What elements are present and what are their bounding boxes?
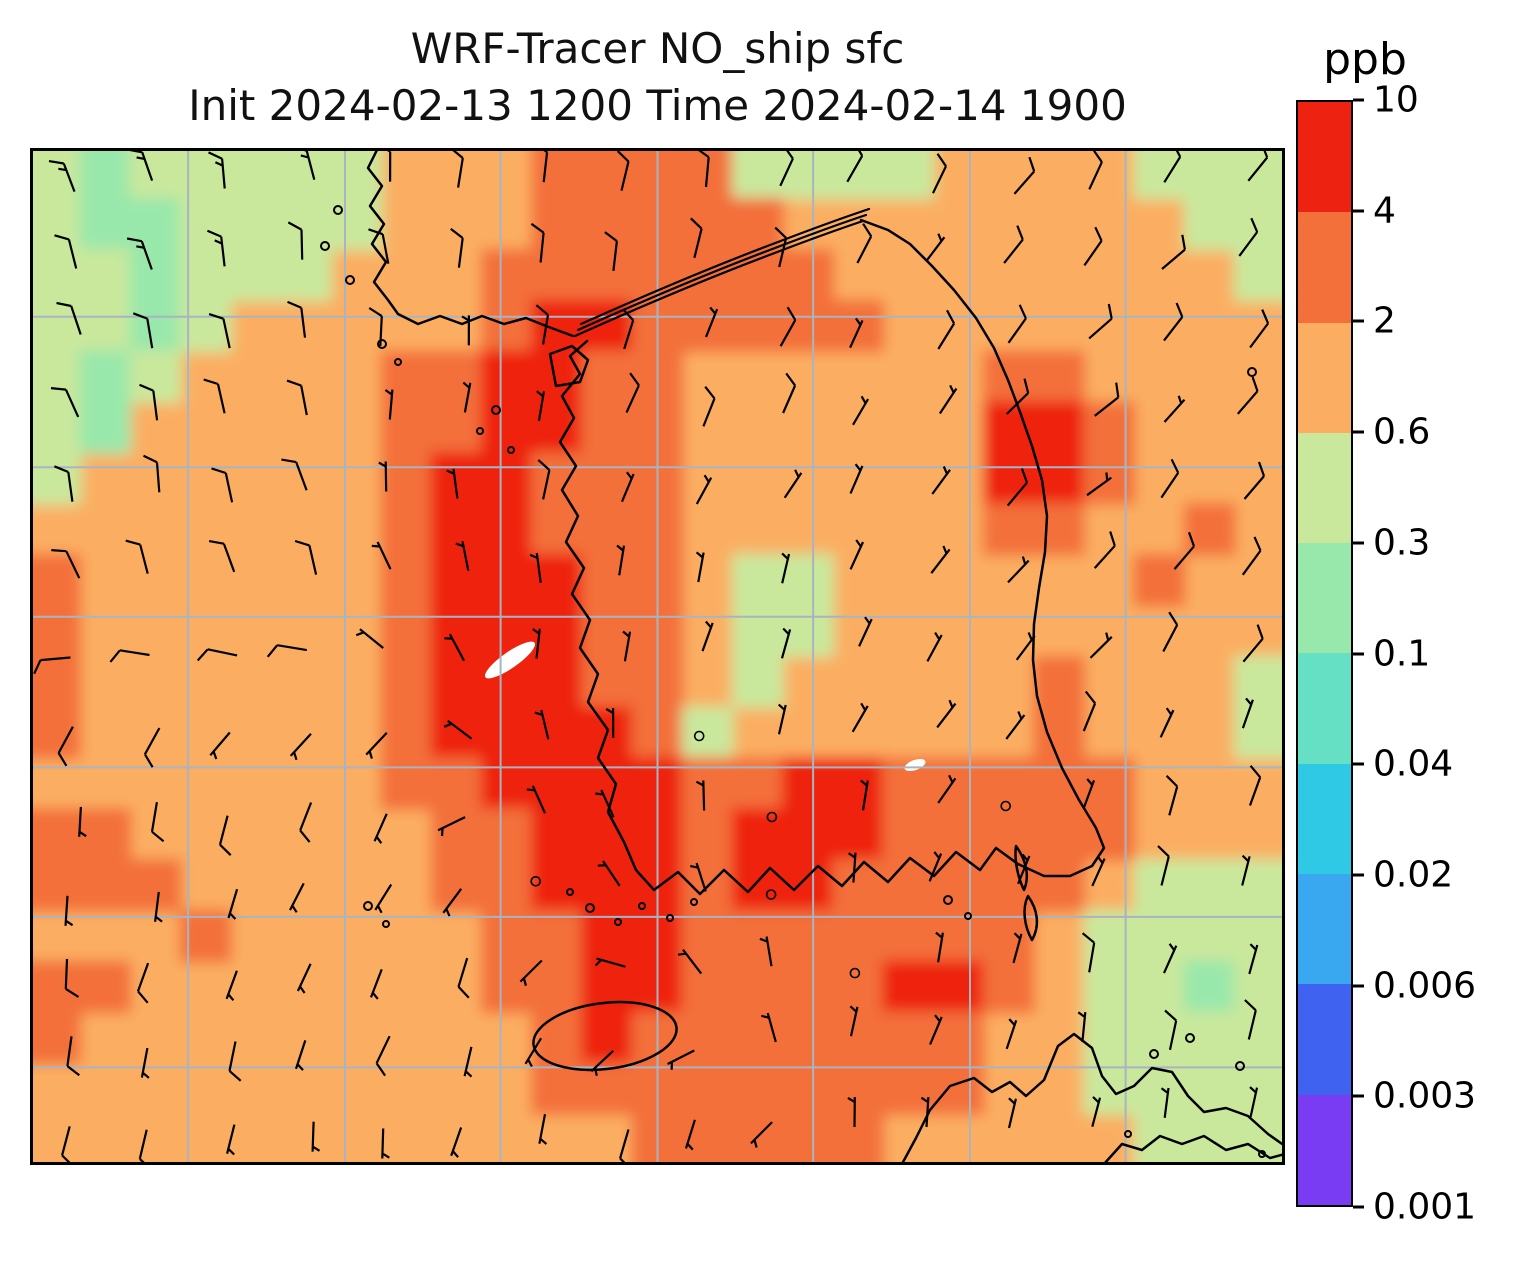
colorbar-tick-mark <box>1353 873 1364 877</box>
colorbar-tick-label: 0.001 <box>1373 1186 1477 1228</box>
colorbar-label: ppb <box>1323 34 1407 85</box>
colorbar-tick-mark <box>1353 652 1364 655</box>
colorbar-segment <box>1298 322 1351 433</box>
colorbar-tick: 0.001 <box>1353 1187 1476 1228</box>
colorbar-segment <box>1298 653 1351 764</box>
japan-coastline <box>900 1032 1285 1165</box>
map-panel <box>30 148 1285 1165</box>
figure-title: WRF-Tracer NO_ship sfc Init 2024-02-13 1… <box>30 20 1285 134</box>
colorbar-tick-mark <box>1353 762 1364 766</box>
coastlines <box>320 148 1285 1165</box>
colorbar-segment <box>1298 432 1351 544</box>
colorbar-tick-mark <box>1353 984 1364 988</box>
wind-barbs-layer <box>33 148 1270 1165</box>
colorbar-tick: 10 <box>1353 80 1419 121</box>
title-line-1: WRF-Tracer NO_ship sfc <box>410 24 905 73</box>
colorbar-tick-label: 4 <box>1373 190 1396 232</box>
colorbar-tick-label: 0.006 <box>1373 965 1477 1007</box>
colorbar-tick: 0.02 <box>1353 854 1453 895</box>
colorbar-segment <box>1298 212 1351 323</box>
colorbar-tick-label: 10 <box>1373 79 1419 121</box>
colorbar-tick: 0.003 <box>1353 1076 1476 1117</box>
colorbar-tick-label: 0.1 <box>1373 633 1431 674</box>
colorbar <box>1296 100 1353 1207</box>
colorbar-tick-label: 2 <box>1373 300 1396 342</box>
colorbar-tick-mark <box>1353 98 1364 102</box>
japan-inland-coastline <box>1102 1134 1285 1165</box>
colorbar-segment <box>1298 1094 1351 1205</box>
colorbar-tick: 0.6 <box>1353 412 1430 453</box>
colorbar-segment <box>1298 984 1351 1095</box>
colorbar-tick-mark <box>1353 209 1364 213</box>
colorbar-tick-label: 0.04 <box>1373 743 1454 785</box>
colorbar-ticks: 10 4 2 0.6 0.3 0.1 0.04 0.02 0.006 0.003 0.001 <box>1353 80 1528 1228</box>
small-islands <box>320 205 1266 1158</box>
title-line-2: Init 2024-02-13 1200 Time 2024-02-14 190… <box>188 81 1127 130</box>
tsushima-island-outline <box>1014 844 1028 892</box>
map-frame <box>30 148 1285 1165</box>
colorbar-tick: 0.1 <box>1353 633 1430 674</box>
colorbar-segment <box>1298 543 1351 654</box>
colorbar-tick-label: 0.003 <box>1373 1075 1477 1117</box>
colorbar-tick: 0.006 <box>1353 965 1476 1006</box>
map-canvas <box>30 148 1285 1165</box>
colorbar-tick-label: 0.3 <box>1373 522 1431 564</box>
colorbar-tick-mark <box>1353 1094 1364 1098</box>
tsushima-island-outline <box>1023 894 1039 942</box>
northwest-coastline <box>366 148 575 338</box>
korea-coastline <box>558 218 1106 896</box>
colorbar-tick: 0.3 <box>1353 522 1430 563</box>
colorbar-tick: 2 <box>1353 301 1396 342</box>
colorbar-tick-mark <box>1353 430 1364 434</box>
colorbar-segment <box>1298 763 1351 875</box>
colorbar-tick-mark <box>1353 541 1364 545</box>
jeju-island-outline <box>532 1000 678 1072</box>
colorbar-tick-label: 0.6 <box>1373 411 1431 453</box>
colorbar-segment <box>1298 102 1351 213</box>
island-outline <box>548 344 590 388</box>
colorbar-tick: 0.04 <box>1353 744 1453 785</box>
colorbar-tick: 4 <box>1353 190 1396 231</box>
colorbar-tick-mark <box>1353 319 1364 323</box>
latlon-gridlines <box>30 148 1285 1165</box>
colorbar-tick-mark <box>1353 1205 1364 1209</box>
missing-data-spot <box>485 641 535 679</box>
colorbar-segment <box>1298 874 1351 985</box>
colorbar-tick-label: 0.02 <box>1373 854 1454 896</box>
